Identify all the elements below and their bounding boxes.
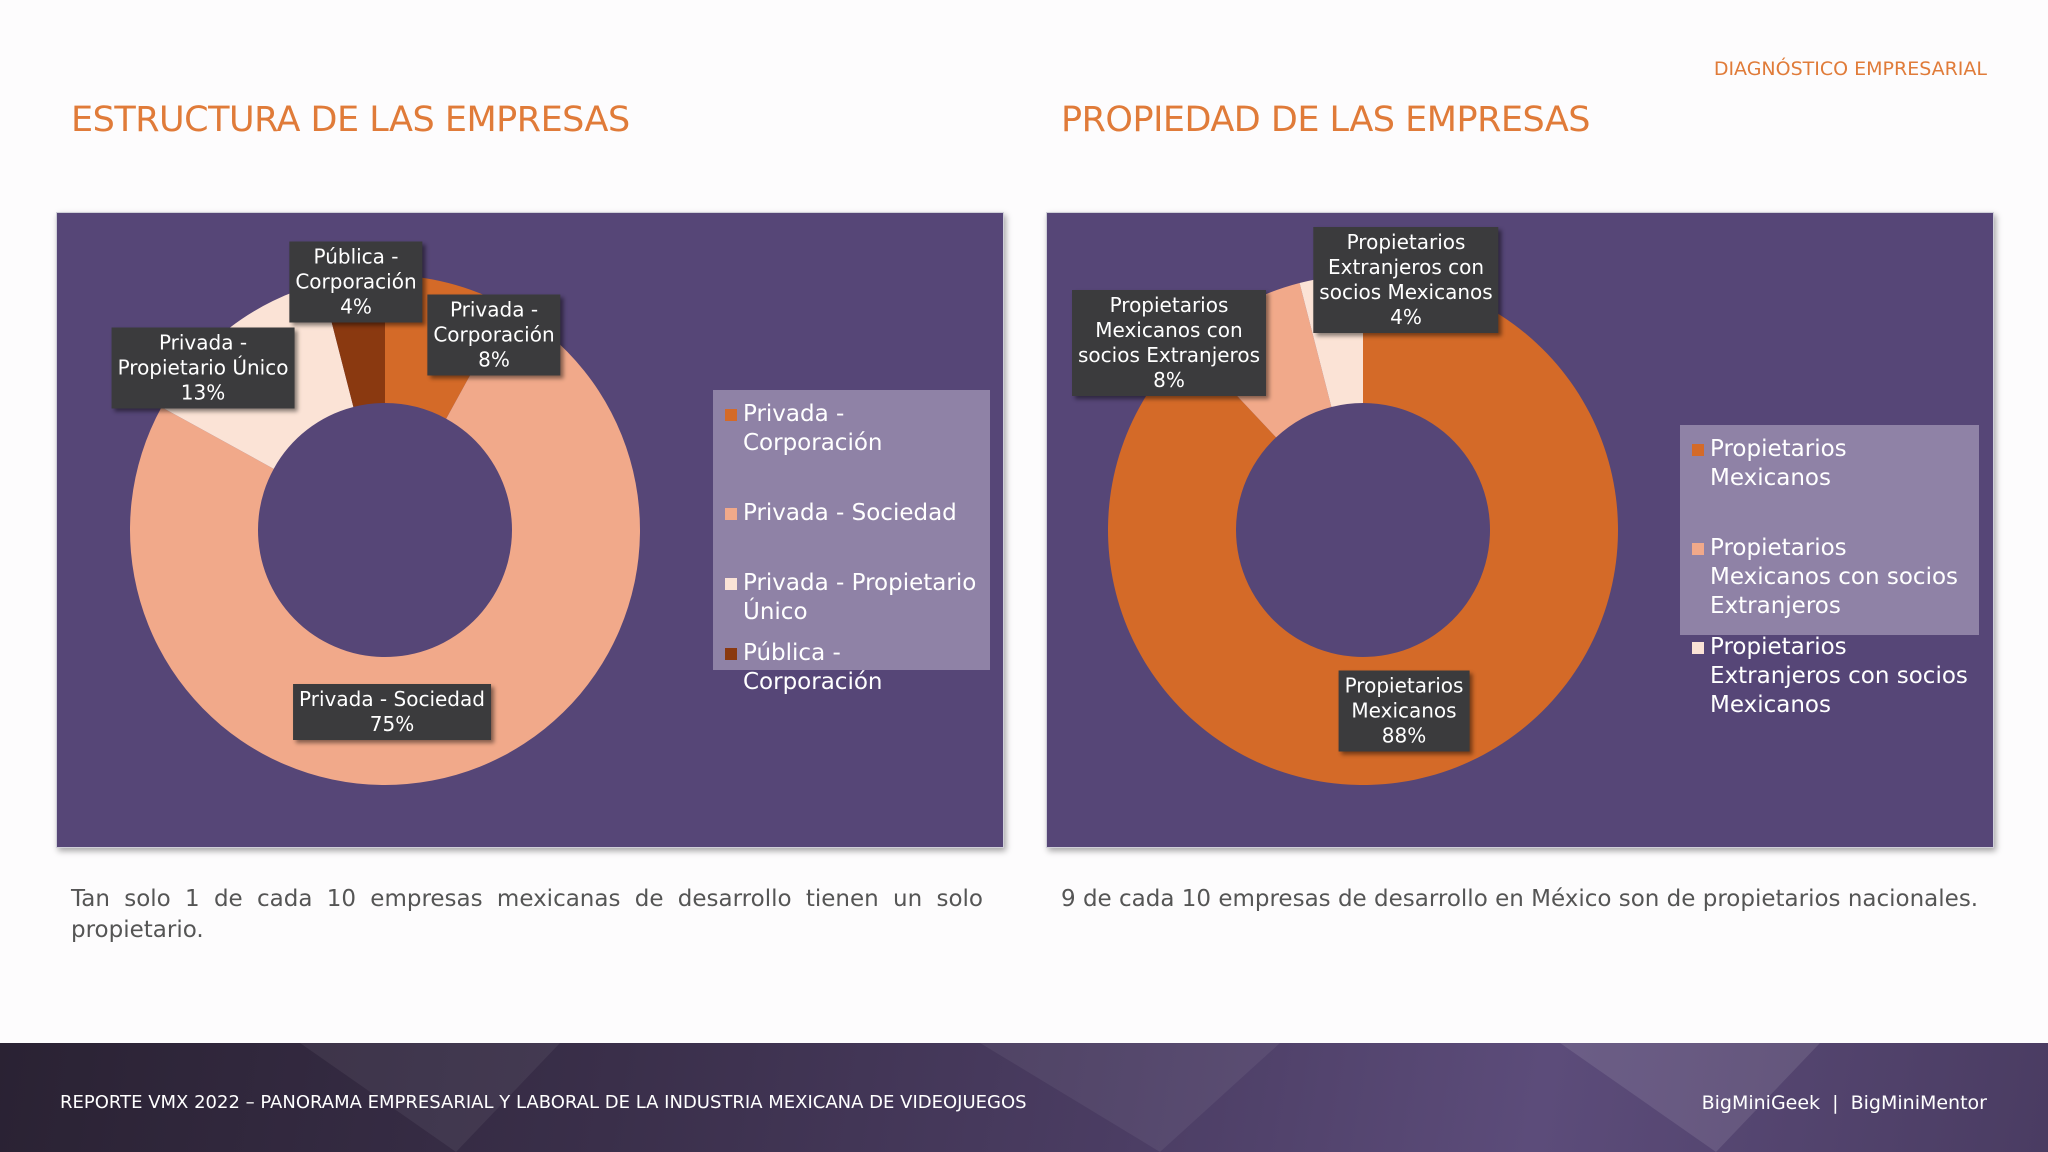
data-label-extranjeros: Propietarios Extranjeros con socios Mexica… <box>1313 227 1499 333</box>
data-label-sociedad: Privada - Sociedad 75% <box>293 684 491 740</box>
legend-item: Propietarios Mexicanos <box>1688 435 1971 493</box>
legend-swatch <box>725 648 737 660</box>
section-header: DIAGNÓSTICO EMPRESARIAL <box>1713 58 1987 80</box>
left-caption: Tan solo 1 de cada 10 empresas mexicanas… <box>71 886 983 943</box>
legend-swatch <box>725 409 737 421</box>
data-label-mexicanos-socios-extranjeros: Propietarios Mexicanos con socios Extranje… <box>1072 290 1266 396</box>
left-title: ESTRUCTURA DE LAS EMPRESAS <box>71 100 630 140</box>
structure-legend: Privada - Corporación Privada - Sociedad… <box>713 390 990 695</box>
ownership-chart-panel: Propietarios Extranjeros con socios Mexica… <box>1046 212 1994 848</box>
footer: REPORTE VMX 2022 – PANORAMA EMPRESARIAL … <box>0 1043 2048 1152</box>
legend-swatch <box>725 578 737 590</box>
donut-slice <box>130 306 641 785</box>
ownership-legend: Propietarios Mexicanos Propietarios Mexi… <box>1680 425 1979 718</box>
legend-swatch <box>1692 444 1704 456</box>
legend-item: Propietarios Extranjeros con socios Mexi… <box>1688 633 1971 720</box>
right-title: PROPIEDAD DE LAS EMPRESAS <box>1061 100 1591 140</box>
data-label-mexicanos: Propietarios Mexicanos 88% <box>1338 670 1470 752</box>
legend-item: Privada - Sociedad <box>721 499 982 528</box>
legend-swatch <box>1692 642 1704 654</box>
footer-brand: BigMiniGeek | BigMiniMentor <box>1701 1092 1987 1114</box>
data-label-privada-corporacion: Privada - Corporación 8% <box>427 294 561 376</box>
legend-item: Privada - Propietario Único <box>721 569 982 627</box>
legend-swatch <box>725 508 737 520</box>
data-label-publica: Pública - Corporación 4% <box>289 241 423 323</box>
data-label-propietario-unico: Privada - Propietario Único 13% <box>111 327 295 409</box>
legend-item: Privada - Corporación <box>721 400 982 458</box>
legend-item: Propietarios Mexicanos con socios Extran… <box>1688 534 1971 621</box>
right-caption: 9 de cada 10 empresas de desarrollo en M… <box>1061 886 1979 912</box>
footer-report-title: REPORTE VMX 2022 – PANORAMA EMPRESARIAL … <box>60 1092 1027 1113</box>
structure-chart-panel: Pública - Corporación 4% Privada - Corporac… <box>56 212 1004 848</box>
donut-slice <box>1108 275 1618 785</box>
legend-swatch <box>1692 543 1704 555</box>
legend-item: Pública - Corporación <box>721 639 982 697</box>
